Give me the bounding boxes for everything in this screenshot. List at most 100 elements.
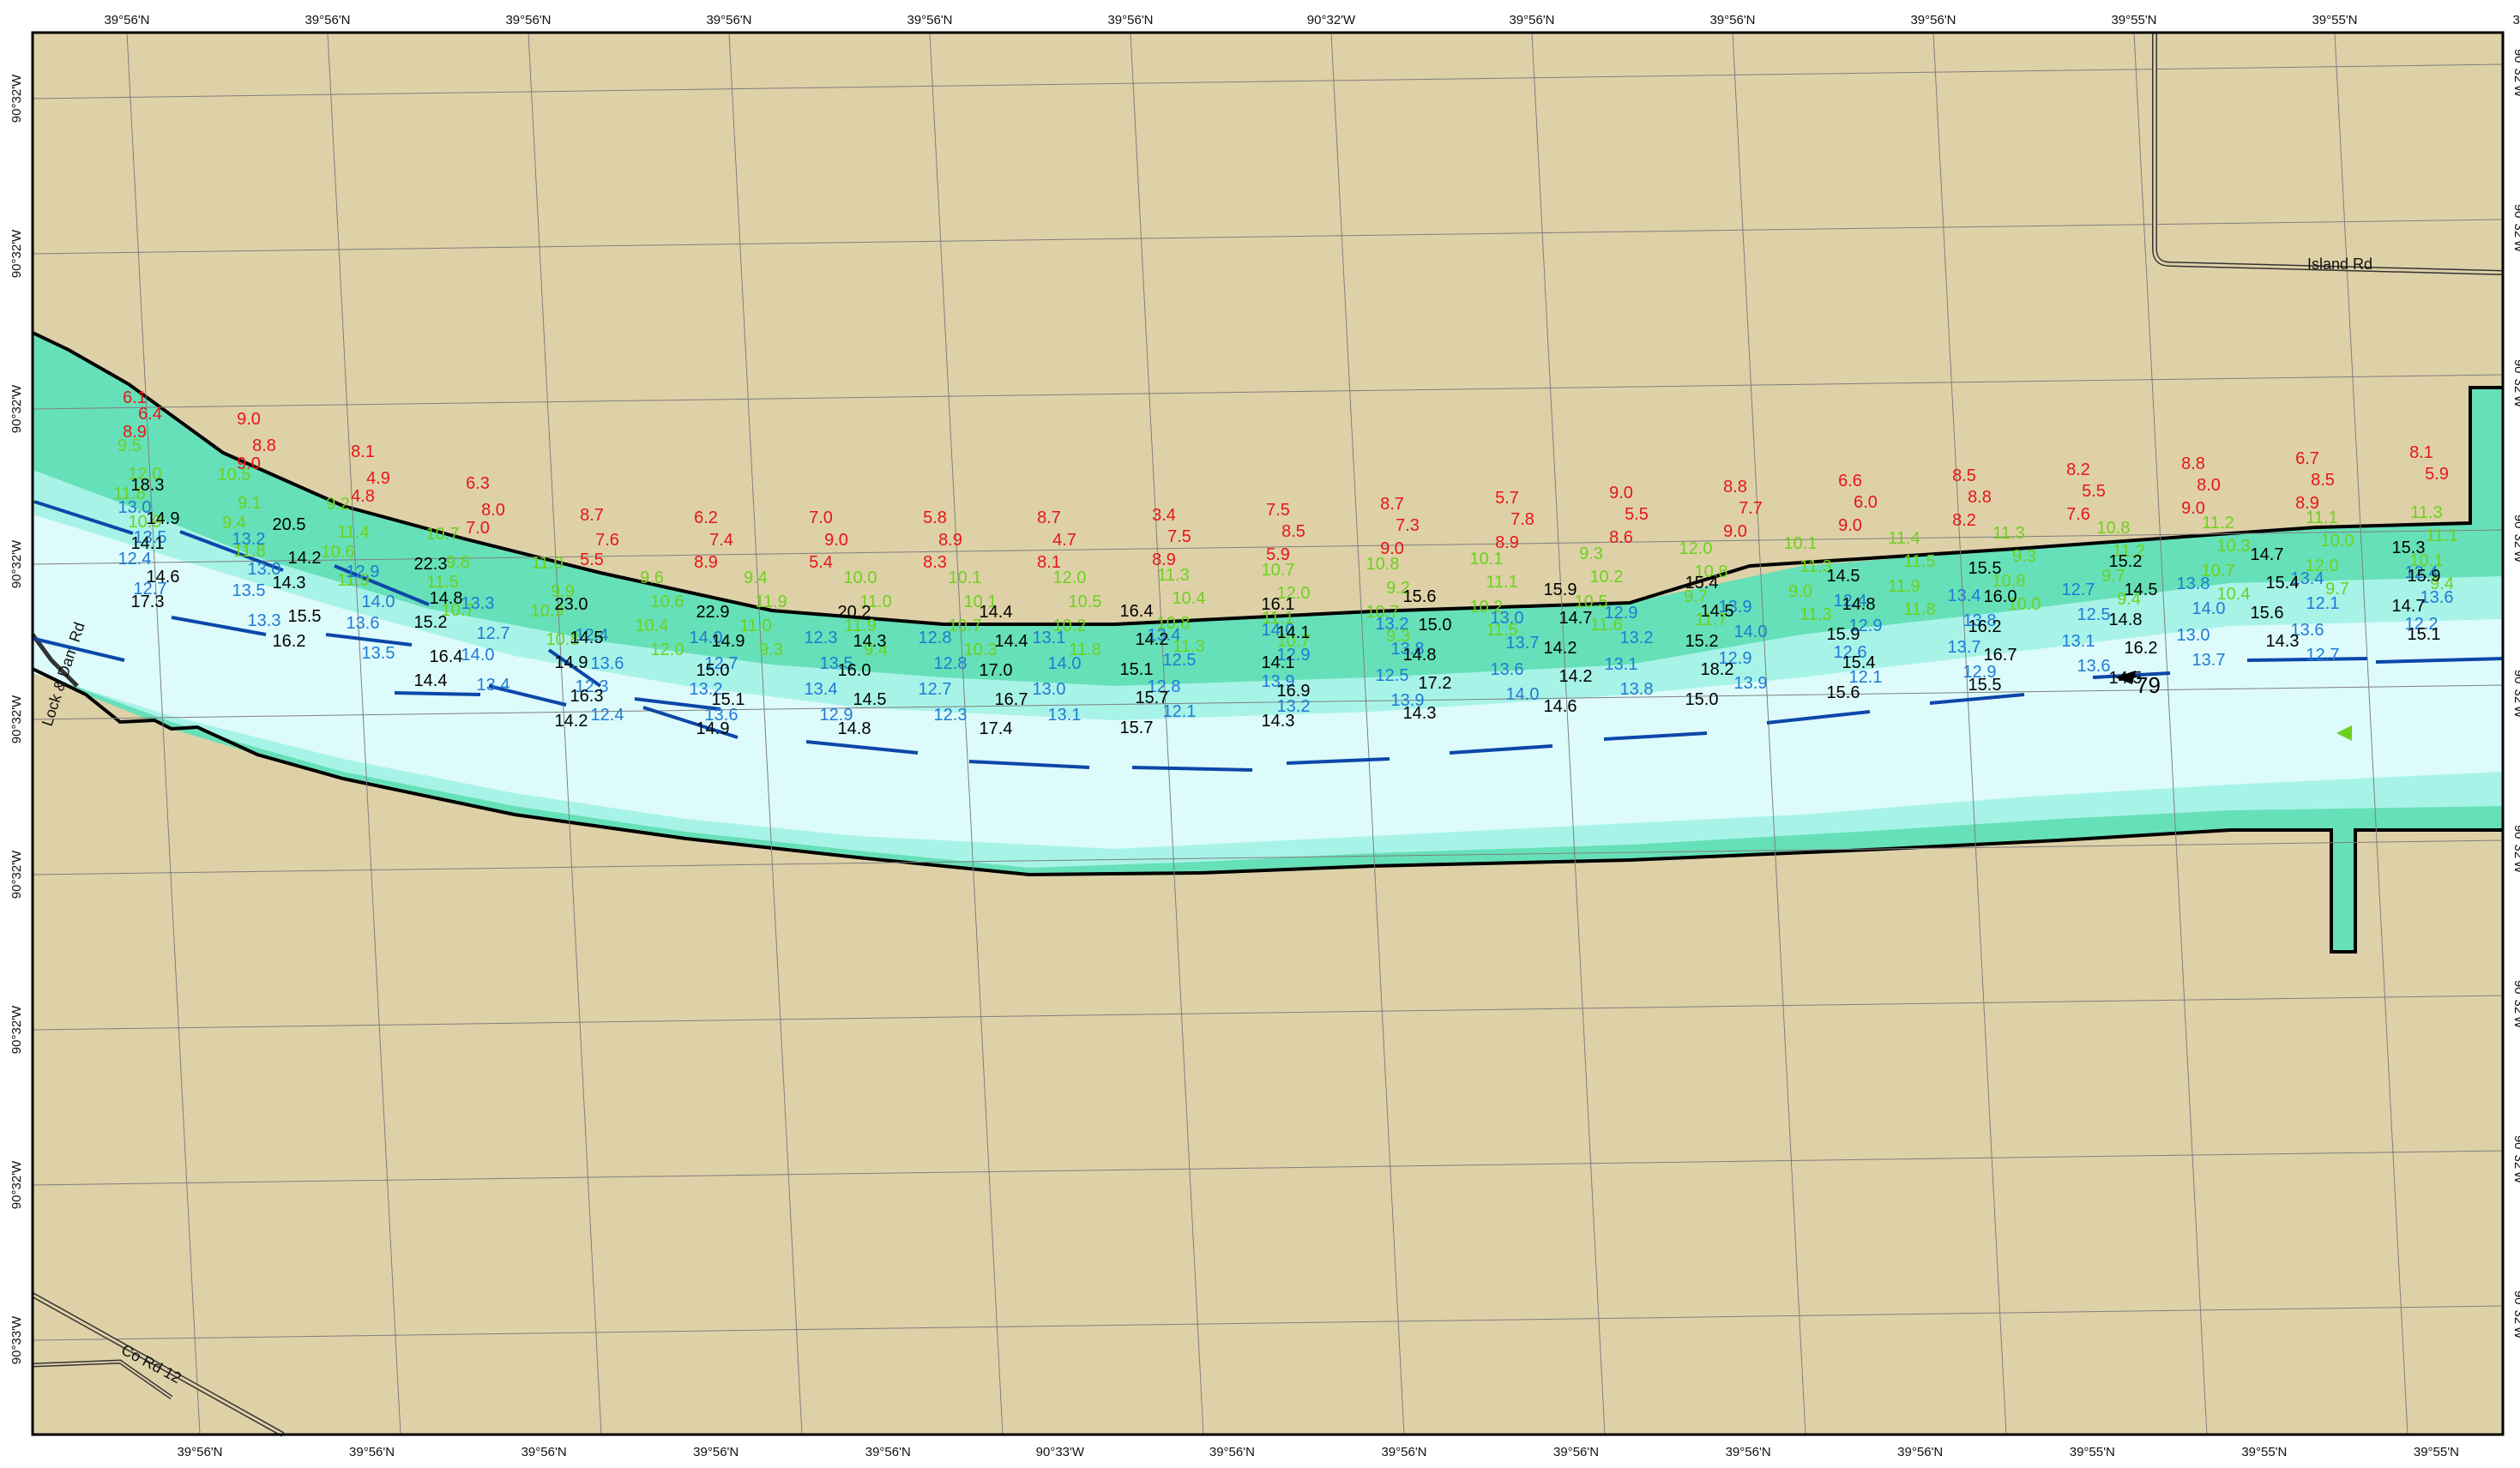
depth-sounding: 15.6	[1403, 587, 1437, 606]
channel-segment	[1286, 757, 1390, 765]
top-axis: 39°56'N 39°56'N 39°56'N 39°56'N 39°56'N 39°56…	[104, 13, 2520, 27]
depth-sounding: 12.3	[805, 629, 838, 647]
depth-sounding: 7.7	[1739, 499, 1763, 518]
depth-sounding: 11.0	[859, 593, 891, 611]
depth-sounding: 3.4	[1152, 506, 1176, 525]
depth-sounding: 5.7	[1495, 489, 1519, 508]
depth-sounding: 12.0	[651, 641, 684, 659]
grid-parallel	[32, 219, 2504, 255]
depth-sounding: 9.0	[1609, 484, 1633, 502]
depth-sounding: 10.8	[1695, 563, 1728, 581]
depth-sounding: 10.9	[531, 602, 564, 621]
depth-sounding: 14.5	[1701, 602, 1734, 621]
grid-meridian	[327, 32, 401, 1435]
depth-sounding: 11.9	[755, 593, 787, 611]
depth-sounding: 14.0	[2192, 599, 2226, 618]
depth-sounding: 8.1	[351, 442, 375, 461]
depth-sounding: 8.9	[1495, 533, 1519, 552]
bottom-axis: 39°56'N 39°56'N 39°56'N 39°56'N 39°56'N 90°33…	[177, 1445, 2459, 1459]
depth-sounding: 9.7	[1684, 587, 1708, 606]
depth-sounding: 16.9	[1277, 682, 1311, 701]
depth-sounding: 4.8	[351, 487, 375, 506]
depth-sounding: 12.4	[2405, 563, 2439, 582]
depth-sounding: 14.0	[1734, 623, 1768, 641]
depth-sounding: 10.7	[426, 525, 460, 544]
depth-sounding: 12.5	[1163, 651, 1197, 670]
depth-sounding: 16.7	[1984, 646, 2017, 665]
coordinate-label: 90°32'W	[2511, 49, 2520, 98]
depth-sounding: 10.6	[651, 593, 684, 611]
depth-sounding: 12.7	[134, 580, 167, 599]
depth-sounding: 13.2	[232, 530, 266, 549]
coordinate-label: 39°56'N	[104, 13, 149, 27]
depth-sounding: 10.7	[2202, 562, 2235, 581]
depth-sounding: 10.3	[964, 641, 998, 659]
depth-sounding: 6.7	[2295, 449, 2319, 468]
depth-sounding: 5.8	[923, 508, 947, 527]
depth-sounding: 9.1	[238, 494, 262, 513]
coordinate-label: 90°32'W	[2511, 825, 2520, 874]
depth-sounding: 12.4	[1834, 592, 1867, 611]
depth-sounding: 10.5	[218, 466, 251, 484]
depth-sounding: 14.5	[1827, 567, 1860, 586]
depth-sounding: 10.3	[2217, 537, 2251, 556]
depth-sounding: 12.9	[820, 706, 853, 725]
coordinate-label: 90°32'W	[2511, 514, 2520, 563]
depth-sounding: 13.1	[1048, 706, 1082, 725]
depth-sounding: 14.3	[853, 632, 887, 651]
depth-sounding: 14.3	[273, 574, 306, 593]
depth-sounding: 8.6	[1609, 528, 1633, 547]
coordinate-label: 90°32'W	[9, 1160, 24, 1209]
depth-sounding: 14.9	[147, 509, 180, 528]
depth-sounding: 14.0	[1048, 654, 1082, 673]
depth-sounding: 6.0	[1854, 493, 1878, 512]
mile-arrow-icon	[2115, 671, 2136, 684]
depth-sounding: 13.8	[1963, 611, 1997, 630]
coordinate-label: 39°56'N	[521, 1445, 567, 1459]
channel-segment	[1131, 766, 1253, 772]
depth-sounding: 7.6	[2066, 505, 2090, 524]
depth-sounding: 11.4	[337, 523, 369, 542]
depth-sounding: 11.8	[113, 484, 145, 503]
coordinate-label: 39°55'N	[2111, 13, 2156, 27]
depth-sounding: 8.7	[1380, 495, 1404, 514]
depth-sounding: 14.8	[838, 719, 871, 738]
depth-sounding: 14.4	[980, 603, 1013, 622]
depth-sounding: 10.8	[546, 630, 580, 649]
depth-sounding: 10.1	[2410, 551, 2444, 570]
depth-sounding: 11.5	[1486, 621, 1517, 640]
depth-sounding: 12.9	[1719, 649, 1752, 668]
depth-sounding: 17.2	[1419, 674, 1452, 693]
channel-segment	[1449, 744, 1553, 755]
depth-sounding: 14.6	[147, 568, 180, 587]
depth-sounding: 15.5	[288, 607, 322, 626]
depth-sounding: 16.0	[1984, 587, 2017, 606]
depth-sounding: 14.4	[995, 632, 1028, 651]
depth-sounding: 14.4	[414, 671, 448, 690]
depth-sounding: 16.0	[838, 661, 871, 680]
depth-sounding: 17.0	[980, 661, 1013, 680]
depth-sounding: 13.0	[1491, 609, 1524, 628]
depth-sounding: 14.9	[555, 653, 588, 672]
depth-sounding: 14.2	[1136, 630, 1169, 649]
depth-sounding: 10.6	[322, 543, 355, 562]
depth-sounding: 11.6	[1590, 616, 1622, 635]
coordinate-label: 90°32'W	[2511, 1135, 2520, 1184]
depth-sounding: 15.1	[1120, 660, 1154, 679]
depth-sounding: 12.0	[129, 465, 162, 484]
depth-sounding: 15.4	[2266, 574, 2300, 593]
depth-sounding: 5.5	[580, 550, 604, 569]
depth-sounding: 9.2	[326, 495, 350, 514]
depth-sounding: 16.3	[570, 687, 604, 706]
depth-sounding: 13.9	[1391, 691, 1425, 710]
depth-sounding: 13.5	[820, 654, 853, 673]
depth-sounding: 12.0	[1679, 539, 1713, 558]
grid-parallel	[32, 529, 2504, 565]
depth-sounding: 11.9	[1888, 577, 1920, 596]
depth-sounding: 10.8	[1157, 614, 1191, 633]
coordinate-label: 90°32'W	[2511, 1291, 2520, 1339]
depth-sounding: 12.7	[2062, 581, 2095, 599]
depth-sounding: 11.8	[1903, 600, 1935, 619]
coordinate-label: 90°32'W	[2511, 980, 2520, 1029]
depth-sounding: 13.8	[1620, 680, 1654, 699]
